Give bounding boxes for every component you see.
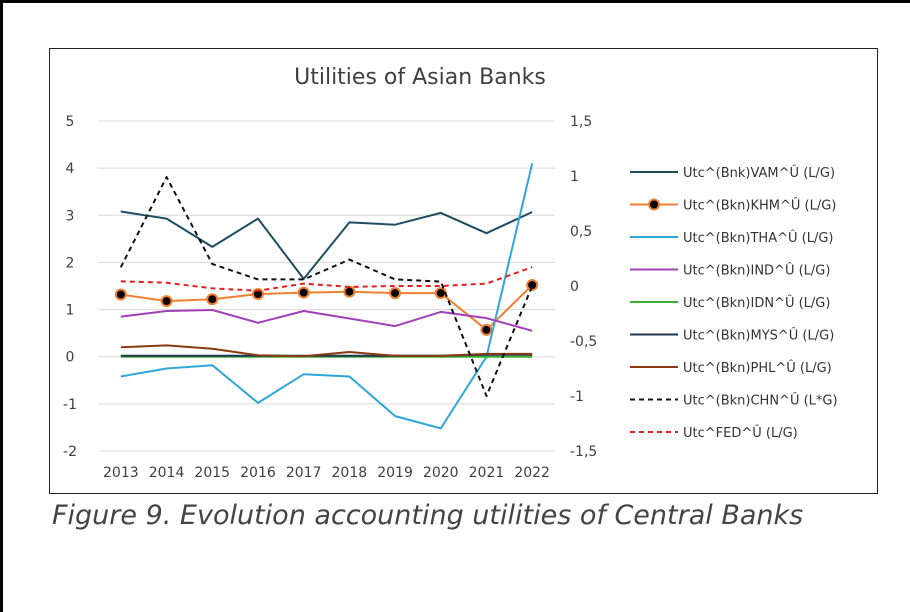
legend: Utc^(Bnk)VAM^Û (L/G) Utc^(Bkn)KHM^Û (L/G)… (630, 165, 838, 441)
legend-label: Utc^(Bkn)IDN^Û (L/G) (683, 295, 830, 311)
data-point (480, 323, 493, 336)
left-tick-label: 0 (66, 350, 75, 366)
series-line-3 (120, 309, 533, 332)
data-point (297, 286, 310, 299)
left-tick-label: 2 (66, 255, 75, 271)
x-tick-label: 2020 (423, 465, 459, 481)
data-point (526, 279, 539, 292)
x-tick-label: 2022 (514, 465, 550, 481)
data-point (389, 287, 402, 300)
right-tick-label: -0,5 (570, 334, 597, 350)
right-tick-label: 0,5 (570, 224, 592, 240)
x-tick-label: 2017 (286, 465, 322, 481)
x-tick-label: 2018 (332, 465, 368, 481)
series-line-7 (119, 176, 534, 397)
legend-label: Utc^(Bkn)MYS^Û (L/G) (683, 328, 834, 344)
x-axis-ticks: 2013 2014 2015 2016 2017 2018 2019 2020 2021 2022 (103, 465, 550, 481)
data-point (160, 295, 173, 308)
right-tick-label: -1 (570, 389, 584, 405)
left-axis-ticks: -2 -1 0 1 2 3 4 5 (63, 114, 77, 460)
data-point (206, 293, 219, 306)
right-tick-label: 1 (570, 169, 579, 185)
legend-marker (648, 198, 660, 211)
x-tick-label: 2019 (377, 465, 413, 481)
series-line-2 (120, 163, 534, 430)
left-tick-label: 5 (66, 114, 75, 130)
chart-container: Utilities of Asian Banks -2 -1 0 1 2 3 4 5 -1,5… (49, 48, 878, 494)
series-lines (114, 163, 539, 430)
series-line-1 (120, 284, 533, 331)
x-tick-label: 2016 (240, 465, 276, 481)
legend-label: Utc^(Bkn)IND^Û (L/G) (683, 263, 830, 279)
left-tick-label: -1 (63, 397, 77, 413)
data-point (434, 287, 447, 300)
legend-label: Utc^FED^Û (L/G) (683, 425, 798, 441)
legend-label: Utc^(Bkn)CHN^Û (L*G) (683, 393, 838, 409)
chart-title: Utilities of Asian Banks (294, 65, 546, 90)
left-tick-label: 3 (66, 208, 75, 224)
series-line-0 (120, 210, 533, 280)
line-chart: Utilities of Asian Banks -2 -1 0 1 2 3 4 5 -1,5… (63, 65, 838, 481)
left-tick-label: 1 (66, 303, 75, 319)
left-tick-label: -2 (63, 444, 77, 460)
right-tick-label: -1,5 (570, 444, 597, 460)
figure-caption: Figure 9. Evolution accounting utilities… (52, 500, 804, 531)
gridlines (98, 120, 555, 452)
right-axis-ticks: -1,5 -1 -0,5 0 0,5 1 1,5 (570, 114, 597, 460)
legend-label: Utc^(Bnk)VAM^Û (L/G) (683, 165, 835, 181)
x-tick-label: 2014 (149, 465, 185, 481)
right-tick-label: 0 (570, 279, 579, 295)
left-tick-label: 4 (66, 161, 75, 177)
x-tick-label: 2021 (469, 465, 505, 481)
legend-label: Utc^(Bkn)THA^Û (L/G) (683, 230, 833, 246)
legend-label: Utc^(Bkn)KHM^Û (L/G) (683, 198, 836, 214)
right-tick-label: 1,5 (570, 114, 592, 130)
data-point (114, 288, 127, 301)
x-tick-label: 2015 (194, 465, 230, 481)
x-tick-label: 2013 (103, 465, 139, 481)
series-line-6 (120, 344, 533, 358)
series-line-8 (120, 266, 533, 292)
data-point (343, 285, 356, 298)
legend-label: Utc^(Bkn)PHL^Û (L/G) (683, 360, 832, 376)
